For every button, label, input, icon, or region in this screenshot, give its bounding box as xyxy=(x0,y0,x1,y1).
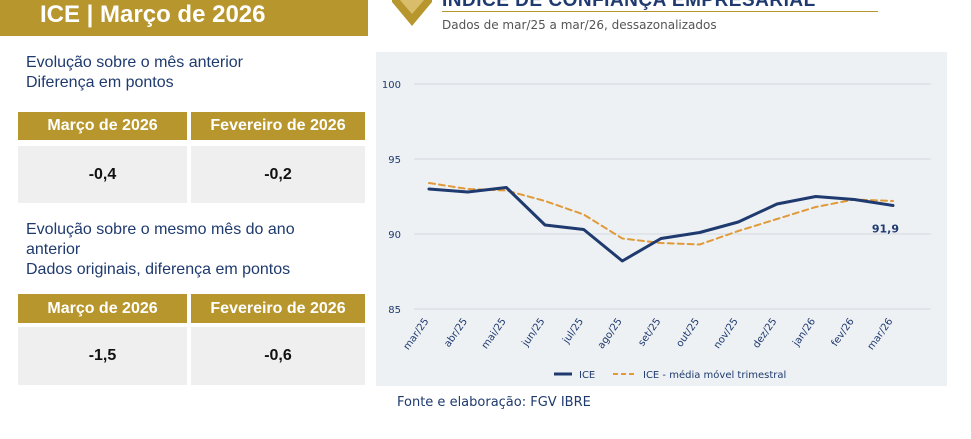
x-tick-label: dez/25 xyxy=(751,316,779,350)
section2-label-line2: anterior xyxy=(26,241,81,258)
title-bar xyxy=(0,0,368,36)
last-value-label: 91,9 xyxy=(872,223,899,236)
chart-subtitle: Dados de mar/25 a mar/26, dessazonalizad… xyxy=(442,18,717,32)
section1-col2-value: -0,2 xyxy=(191,146,365,203)
x-tick-label: ago/25 xyxy=(596,316,625,351)
y-tick-label: 90 xyxy=(388,230,401,241)
section2-col2-value: -0,6 xyxy=(191,327,365,385)
x-tick-label: fev/26 xyxy=(830,316,857,348)
chart-heading: ÍNDICE DE CONFIANÇA EMPRESARIAL xyxy=(442,0,816,11)
x-tick-label: mai/25 xyxy=(480,316,509,351)
ice-line xyxy=(427,186,895,263)
legend-ice-label: ICE xyxy=(579,370,595,381)
section1-label-line1: Evolução sobre o mês anterior xyxy=(26,54,243,71)
x-tick-label: out/25 xyxy=(674,316,702,349)
x-tick-label: jul/25 xyxy=(560,316,586,346)
y-tick-label: 100 xyxy=(382,80,401,91)
section2-col2-header: Fevereiro de 2026 xyxy=(191,294,365,323)
heading-rule xyxy=(442,11,878,12)
y-tick-label: 85 xyxy=(388,305,401,316)
section1-col1-value: -0,4 xyxy=(18,146,187,203)
chevron-logo-icon xyxy=(392,0,432,26)
section1-col1-header: Março de 2026 xyxy=(18,112,187,140)
section2-col1-value: -1,5 xyxy=(18,327,187,385)
ice-moving-average-line xyxy=(428,182,894,246)
x-tick-label: jan/26 xyxy=(791,316,819,349)
x-tick-label: abr/25 xyxy=(442,316,470,349)
x-tick-label: mar/25 xyxy=(402,316,432,352)
section2-label-line1: Evolução sobre o mesmo mês do ano xyxy=(26,221,295,238)
chart-panel: 100 95 90 85 mar/25 abr/25 mai/25 jun/25 jul/25 a… xyxy=(376,52,947,386)
y-tick-label: 95 xyxy=(388,155,401,166)
section2-col1-header: Março de 2026 xyxy=(18,294,187,323)
legend-moving-average-label: ICE - média móvel trimestral xyxy=(643,369,786,381)
section2-label-line3: Dados originais, diferença em pontos xyxy=(26,261,291,278)
source-note: Fonte e elaboração: FGV IBRE xyxy=(397,395,591,410)
x-tick-label: mar/26 xyxy=(866,316,896,352)
x-tick-label: jun/25 xyxy=(520,316,548,349)
page-title: ICE | Março de 2026 xyxy=(40,1,266,28)
x-tick-label: set/25 xyxy=(636,316,663,348)
section1-label-line2: Diferença em pontos xyxy=(26,74,174,91)
x-tick-label: nov/25 xyxy=(712,316,741,351)
section1-col2-header: Fevereiro de 2026 xyxy=(191,112,365,140)
